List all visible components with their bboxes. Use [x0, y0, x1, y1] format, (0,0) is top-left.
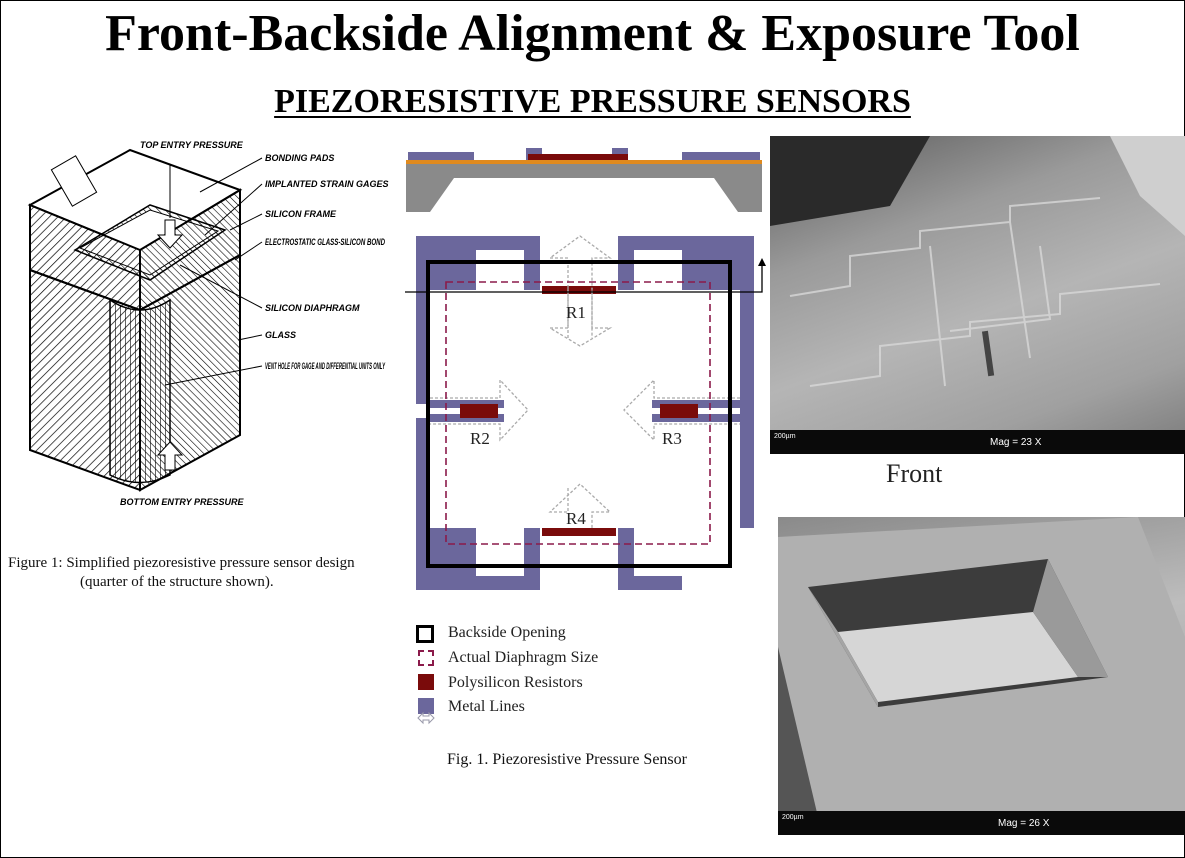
legend-swatch-backside: [416, 625, 434, 643]
label-bond: ELECTROSTATIC GLASS-SILICON BOND: [265, 237, 385, 247]
sensor-layout-topview: R1 R2 R3 R4: [405, 235, 766, 590]
label-bottom-entry: BOTTOM ENTRY PRESSURE: [120, 497, 245, 507]
legend-stress-arrow-icon: [416, 710, 756, 726]
sem-front-databar: 200µm Mag = 23 X: [770, 430, 1185, 454]
label-vent: VENT HOLE FOR GAGE AND DIFFERENTIAL UNIT…: [265, 361, 385, 371]
left-figure-caption-line1: Figure 1: Simplified piezoresistive pres…: [8, 555, 355, 571]
legend-label-backside: Backside Opening: [448, 624, 566, 641]
sem-back-surface: [778, 517, 1185, 835]
sem-image-front: 200µm Mag = 23 X: [770, 136, 1185, 454]
legend-label-diaphragm: Actual Diaphragm Size: [448, 649, 599, 666]
legend-swatch-resistor: [418, 674, 434, 690]
sem-back-scale: 200µm: [782, 814, 804, 821]
resistor-label-r1: R1: [566, 303, 586, 322]
legend-label-metal: Metal Lines: [448, 698, 525, 715]
resistor-label-r2: R2: [470, 429, 490, 448]
page-subtitle: PIEZORESISTIVE PRESSURE SENSORS: [0, 80, 1185, 124]
sem-back-databar: 200µm Mag = 26 X: [778, 811, 1185, 835]
legend-label-resistor: Polysilicon Resistors: [448, 674, 583, 691]
resistor-label-r4: R4: [566, 509, 586, 528]
center-figure-caption: Fig. 1. Piezoresistive Pressure Sensor: [447, 751, 687, 768]
sem-front-label: Front: [886, 459, 943, 488]
label-diaphragm: SILICON DIAPHRAGM: [265, 303, 360, 313]
resistor-label-r3: R3: [662, 429, 682, 448]
sem-front-mag: Mag = 23 X: [990, 437, 1042, 448]
label-strain-gages: IMPLANTED STRAIN GAGES: [265, 179, 389, 189]
sem-front-surface: [770, 136, 1185, 387]
label-top-entry: TOP ENTRY PRESSURE: [140, 140, 244, 150]
label-bonding-pads: BONDING PADS: [265, 153, 334, 163]
label-silicon-frame: SILICON FRAME: [265, 209, 337, 219]
legend-swatch-diaphragm: [418, 650, 434, 666]
subtitle-text: PIEZORESISTIVE PRESSURE SENSORS: [274, 83, 911, 120]
sem-image-back: 200µm Mag = 26 X: [778, 517, 1185, 835]
sem-front-scale: 200µm: [774, 433, 796, 440]
sem-back-mag: Mag = 26 X: [998, 818, 1050, 829]
label-glass: GLASS: [265, 330, 296, 340]
sensor-isometric-drawing: TOP ENTRY PRESSURE BONDING PADS IMPLANTE…: [27, 140, 389, 507]
legend-swatch-metal: [418, 698, 434, 714]
page-title: Front-Backside Alignment & Exposure Tool: [105, 5, 1080, 62]
left-figure-caption-line2: (quarter of the structure shown).: [80, 574, 274, 590]
sensor-cross-section: [406, 148, 762, 212]
